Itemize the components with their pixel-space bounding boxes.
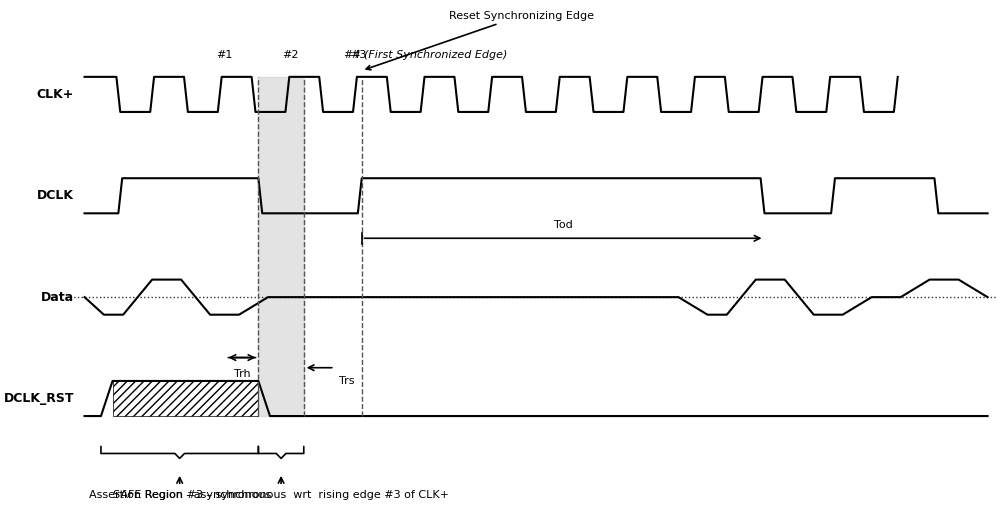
Text: #4 (First Synchronized Edge): #4 (First Synchronized Edge) [344,50,507,60]
Text: #1: #1 [216,50,233,60]
Text: Reset Synchronizing Edge: Reset Synchronizing Edge [366,11,594,70]
Bar [113,381,258,416]
Text: Assertion Region - asynchronous: Assertion Region - asynchronous [89,490,271,500]
Text: SAFE Region #3 – synchronous  wrt  rising edge #3 of CLK+: SAFE Region #3 – synchronous wrt rising … [113,490,449,500]
Text: DCLK_RST: DCLK_RST [3,392,74,405]
Text: DCLK: DCLK [37,189,74,202]
Bar [258,77,304,416]
Text: Trh: Trh [234,369,250,379]
Text: CLK+: CLK+ [37,88,74,101]
Text: #3: #3 [350,50,366,60]
Text: Tod: Tod [554,221,572,230]
Text: #2: #2 [282,50,299,60]
Text: Data: Data [41,290,74,304]
Text: Trs: Trs [339,375,354,385]
